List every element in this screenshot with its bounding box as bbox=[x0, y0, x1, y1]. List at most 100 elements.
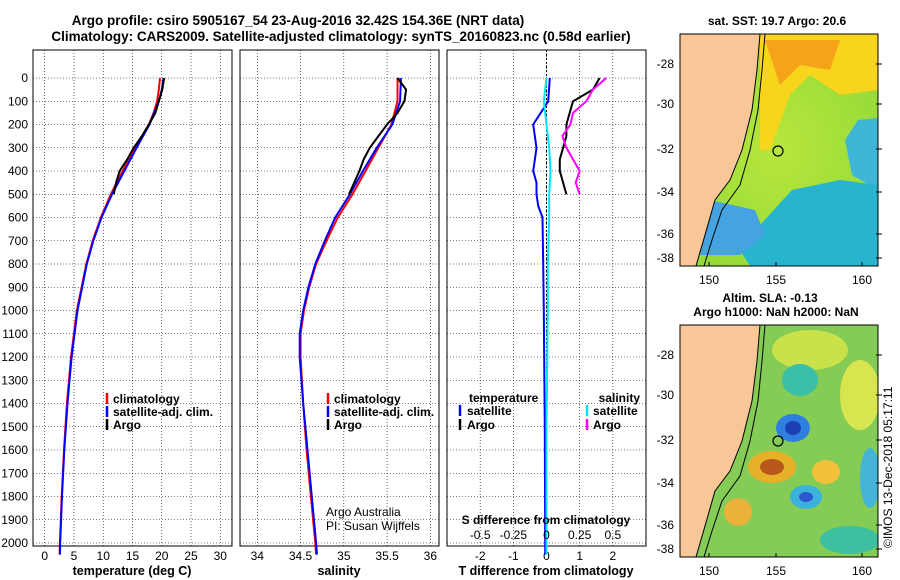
series-line-s-satellite bbox=[542, 77, 552, 555]
sst-cool-south bbox=[740, 180, 878, 266]
x-tick-label: 15 bbox=[126, 549, 140, 563]
sst-map bbox=[680, 34, 878, 266]
depth-tick-label: 800 bbox=[8, 257, 28, 271]
depth-tick-label: 200 bbox=[8, 118, 28, 132]
depth-tick-label: 1700 bbox=[1, 466, 28, 480]
depth-tick-label: 1500 bbox=[1, 420, 28, 434]
sst-warmest bbox=[765, 40, 840, 85]
title-line1: Argo profile: csiro 5905167_54 23-Aug-20… bbox=[72, 13, 524, 28]
sla-argo-marker bbox=[772, 435, 784, 447]
series-line-t-argo bbox=[558, 77, 601, 195]
s-difference-tick-label: 0 bbox=[543, 528, 550, 542]
depth-tick-label: 400 bbox=[8, 164, 28, 178]
legend-t-satellite: satellite bbox=[467, 404, 512, 418]
annotation-line1: Argo Australia bbox=[326, 505, 401, 519]
map-y-tick-label: -30 bbox=[657, 97, 675, 111]
sla-high-east bbox=[840, 360, 878, 430]
map-x-tick-label: 155 bbox=[766, 273, 786, 287]
depth-tick-label: 900 bbox=[8, 280, 28, 294]
legend-argo: Argo bbox=[113, 418, 141, 432]
sst-argo-marker bbox=[772, 145, 784, 157]
x-tick-label: 34.5 bbox=[289, 549, 313, 563]
x-tick-label: -2 bbox=[475, 549, 486, 563]
sla-high-north bbox=[772, 330, 848, 370]
sla-low-east bbox=[860, 448, 878, 508]
sla-map-title: Altim. SLA: -0.13 bbox=[722, 291, 818, 305]
temperature-xlabel: temperature (deg C) bbox=[73, 564, 192, 578]
x-tick-label: 20 bbox=[155, 549, 169, 563]
x-tick-labels: 0 5 10 15 20 25 30 34 34.5 35 35.5 36 -2 -1 0 1 2 bbox=[41, 549, 616, 563]
x-tick-label: 10 bbox=[97, 549, 111, 563]
legend-argo: Argo bbox=[334, 418, 362, 432]
x-tick-label: 1 bbox=[576, 549, 583, 563]
map-x-tick-label: 160 bbox=[852, 273, 872, 287]
legend-temperature-title: temperature bbox=[469, 391, 539, 405]
x-tick-label: 0 bbox=[543, 549, 550, 563]
series-line-argo bbox=[348, 77, 408, 195]
map-y-tick-label: -30 bbox=[657, 388, 675, 402]
map-y-tick-label: -36 bbox=[657, 227, 675, 241]
x-tick-label: 5 bbox=[71, 549, 78, 563]
x-tick-label: 25 bbox=[184, 549, 198, 563]
map-y-tick-label: -28 bbox=[657, 57, 675, 71]
s-difference-tick-label: 0.25 bbox=[568, 528, 592, 542]
depth-tick-label: 1000 bbox=[1, 304, 28, 318]
x-tick-label: 2 bbox=[609, 549, 616, 563]
map-x-tick-label: 155 bbox=[766, 564, 786, 578]
salinity-legend: climatology satellite-adj. clim. Argo bbox=[326, 392, 434, 432]
series-line-argo bbox=[112, 77, 166, 195]
sla-map bbox=[680, 325, 878, 557]
map-x-tick-label: 150 bbox=[699, 273, 719, 287]
depth-tick-label: 500 bbox=[8, 187, 28, 201]
sla-low-south-core bbox=[799, 492, 813, 502]
depth-tick-label: 700 bbox=[8, 234, 28, 248]
legend-satellite: satellite-adj. clim. bbox=[113, 405, 213, 419]
map-x-tick-label: 160 bbox=[852, 564, 872, 578]
depth-tick-label: 0 bbox=[21, 71, 28, 85]
sst-map-ticks: 150 155 160 -28 -30 -32 -34 -36 -38 bbox=[657, 57, 882, 287]
s-difference-label: S difference from climatology bbox=[462, 513, 631, 527]
salinity-xlabel: salinity bbox=[317, 564, 360, 578]
s-difference-tick-label: -0.25 bbox=[500, 528, 528, 542]
map-y-tick-label: -32 bbox=[657, 142, 675, 156]
map-y-tick-label: -28 bbox=[657, 348, 675, 362]
gridlines bbox=[33, 50, 646, 546]
x-tick-label: 35.5 bbox=[375, 549, 399, 563]
depth-tick-label: 1900 bbox=[1, 513, 28, 527]
map-y-tick-label: -38 bbox=[657, 251, 675, 265]
sst-map-title: sat. SST: 19.7 Argo: 20.6 bbox=[708, 14, 847, 28]
legend-climatology: climatology bbox=[113, 392, 180, 406]
depth-tick-labels: 0 100 200 300 400 500 600 700 800 900 1000 1100 1200… bbox=[1, 71, 28, 550]
sst-cool-patch bbox=[845, 118, 878, 190]
depth-tick-label: 600 bbox=[8, 211, 28, 225]
map-x-tick-label: 150 bbox=[699, 564, 719, 578]
map-y-tick-label: -38 bbox=[657, 542, 675, 556]
depth-tick-label: 100 bbox=[8, 94, 28, 108]
footer-credit: ©IMOS 13-Dec-2018 05:17:11 bbox=[881, 386, 895, 548]
title-line2: Climatology: CARS2009. Satellite-adjuste… bbox=[51, 29, 630, 44]
x-tick-label: 36 bbox=[424, 549, 438, 563]
series-line-s-argo bbox=[561, 77, 607, 195]
x-tick-label: -1 bbox=[508, 549, 519, 563]
s-difference-tick-labels: -0.5 -0.25 0 0.25 0.5 bbox=[470, 528, 622, 542]
series-line-t-satellite bbox=[532, 77, 551, 555]
depth-tick-label: 1100 bbox=[2, 327, 28, 341]
x-tick-label: 30 bbox=[214, 549, 228, 563]
map-y-tick-label: -36 bbox=[657, 518, 675, 532]
sla-low-north bbox=[782, 364, 818, 396]
s-difference-tick-label: -0.5 bbox=[470, 528, 491, 542]
difference-xlabel: T difference from climatology bbox=[458, 564, 633, 578]
temperature-axes bbox=[32, 49, 233, 547]
depth-tick-label: 1600 bbox=[1, 443, 28, 457]
x-tick-label: 0 bbox=[41, 549, 48, 563]
legend-climatology: climatology bbox=[334, 392, 401, 406]
depth-tick-label: 2000 bbox=[1, 536, 28, 550]
legend-t-argo: Argo bbox=[467, 418, 495, 432]
sla-high-mid bbox=[812, 460, 840, 484]
sla-map-subtitle: Argo h1000: NaN h2000: NaN bbox=[693, 305, 858, 319]
sla-land bbox=[680, 325, 761, 557]
s-difference-tick-label: 0.5 bbox=[604, 528, 621, 542]
annotation-line2: PI: Susan Wijffels bbox=[326, 519, 420, 533]
legend-satellite: satellite-adj. clim. bbox=[334, 405, 434, 419]
depth-tick-label: 300 bbox=[8, 141, 28, 155]
